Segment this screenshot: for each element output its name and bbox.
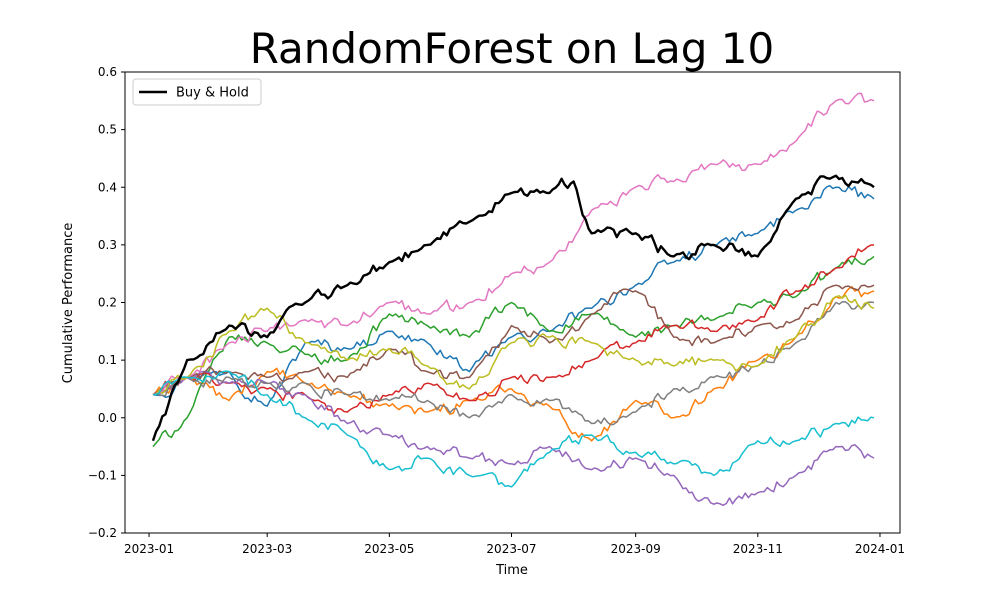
x-axis-label: Time bbox=[495, 563, 528, 578]
y-tick-label: 0.1 bbox=[98, 353, 117, 367]
series-line-1 bbox=[152, 184, 875, 407]
legend-label-buy-and-hold: Buy & Hold bbox=[176, 86, 249, 101]
chart-title: RandomForest on Lag 10 bbox=[250, 24, 774, 73]
x-tick-label: 2023-05 bbox=[364, 542, 414, 556]
x-tick-label: 2023-11 bbox=[733, 542, 783, 556]
y-tick-label: 0.6 bbox=[98, 65, 117, 79]
x-tick-label: 2023-09 bbox=[611, 542, 661, 556]
y-tick-label: 0.0 bbox=[98, 411, 117, 425]
legend-box bbox=[132, 78, 262, 106]
series-line-5 bbox=[152, 370, 875, 507]
series-line-8 bbox=[152, 301, 875, 426]
series-line-2 bbox=[152, 285, 875, 442]
y-tick-label: 0.2 bbox=[98, 296, 117, 310]
y-tick-label: 0.5 bbox=[98, 123, 117, 137]
y-tick-label: 0.3 bbox=[98, 238, 117, 252]
series-line-buy-and-hold bbox=[151, 174, 875, 442]
x-tick-label: 2024-01 bbox=[855, 542, 905, 556]
series-line-6 bbox=[152, 284, 875, 396]
x-tick-label: 2023-03 bbox=[242, 542, 292, 556]
x-tick-label: 2023-07 bbox=[486, 542, 536, 556]
plot-area: 2023-01 2023-03 2023-05 2023-07 2023-09 2023-… bbox=[88, 65, 905, 556]
series-line-3 bbox=[152, 255, 875, 448]
x-tick-label: 2023-01 bbox=[124, 542, 174, 556]
y-tick-label: 0.4 bbox=[98, 180, 117, 194]
series-line-10 bbox=[152, 370, 875, 488]
y-tick-label: −0.2 bbox=[88, 526, 117, 540]
series-line-4 bbox=[152, 244, 875, 414]
y-axis-label: Cumulative Performance bbox=[61, 223, 76, 384]
y-tick-label: −0.1 bbox=[88, 468, 117, 482]
series-line-7 bbox=[152, 92, 875, 396]
series-line-9 bbox=[152, 294, 875, 396]
